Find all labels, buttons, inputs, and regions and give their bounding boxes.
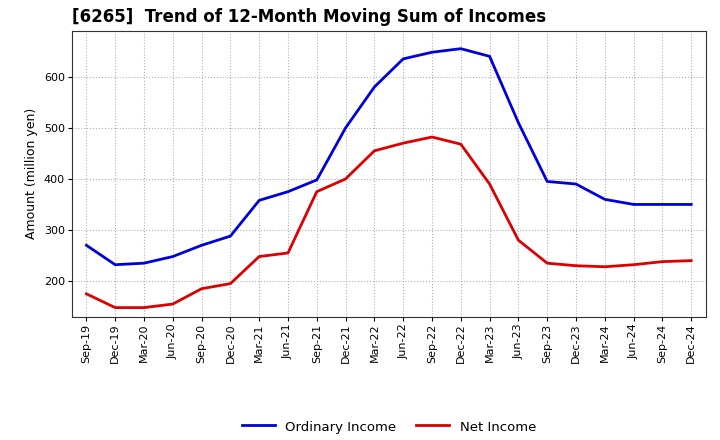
Ordinary Income <box>197 242 206 248</box>
Ordinary Income <box>82 242 91 248</box>
Ordinary Income <box>255 198 264 203</box>
Net Income <box>687 258 696 263</box>
Net Income <box>82 291 91 297</box>
Ordinary Income <box>687 202 696 207</box>
Line: Ordinary Income: Ordinary Income <box>86 49 691 265</box>
Net Income <box>370 148 379 154</box>
Net Income <box>197 286 206 291</box>
Y-axis label: Amount (million yen): Amount (million yen) <box>25 108 38 239</box>
Ordinary Income <box>514 120 523 125</box>
Net Income <box>543 260 552 266</box>
Ordinary Income <box>600 197 609 202</box>
Net Income <box>284 250 292 256</box>
Legend: Ordinary Income, Net Income: Ordinary Income, Net Income <box>236 415 541 439</box>
Ordinary Income <box>658 202 667 207</box>
Net Income <box>312 189 321 194</box>
Ordinary Income <box>111 262 120 268</box>
Net Income <box>600 264 609 269</box>
Net Income <box>629 262 638 268</box>
Ordinary Income <box>572 181 580 187</box>
Net Income <box>111 305 120 310</box>
Net Income <box>341 176 350 182</box>
Net Income <box>485 181 494 187</box>
Ordinary Income <box>485 54 494 59</box>
Net Income <box>572 263 580 268</box>
Ordinary Income <box>428 50 436 55</box>
Ordinary Income <box>226 234 235 239</box>
Net Income <box>658 259 667 264</box>
Ordinary Income <box>370 84 379 90</box>
Net Income <box>255 254 264 259</box>
Ordinary Income <box>543 179 552 184</box>
Line: Net Income: Net Income <box>86 137 691 308</box>
Net Income <box>514 238 523 243</box>
Ordinary Income <box>456 46 465 51</box>
Net Income <box>140 305 148 310</box>
Net Income <box>428 134 436 139</box>
Net Income <box>399 140 408 146</box>
Net Income <box>168 301 177 307</box>
Net Income <box>226 281 235 286</box>
Ordinary Income <box>284 189 292 194</box>
Ordinary Income <box>629 202 638 207</box>
Ordinary Income <box>312 177 321 183</box>
Ordinary Income <box>399 56 408 62</box>
Net Income <box>456 142 465 147</box>
Ordinary Income <box>168 254 177 259</box>
Ordinary Income <box>140 260 148 266</box>
Ordinary Income <box>341 125 350 131</box>
Text: [6265]  Trend of 12-Month Moving Sum of Incomes: [6265] Trend of 12-Month Moving Sum of I… <box>72 8 546 26</box>
